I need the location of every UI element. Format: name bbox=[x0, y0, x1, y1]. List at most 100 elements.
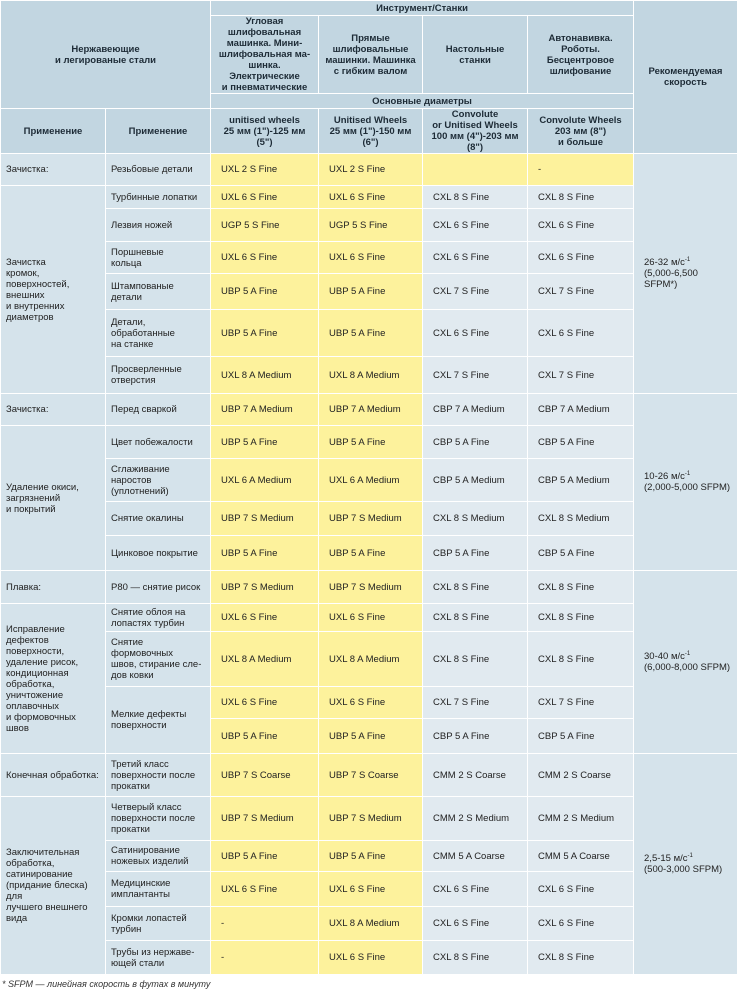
tool-cell: UBP 7 S Medium bbox=[318, 570, 424, 604]
tool-cell: UBP 7 S Medium bbox=[210, 796, 320, 841]
table-row: Кромки лопастей турбин - UXL 8 A Medium CXL… bbox=[1, 906, 737, 941]
table-row: Исправление дефектов поверхности, удален… bbox=[0, 603, 737, 754]
detail: Резьбовые детали bbox=[104, 153, 212, 186]
detail: Лезвия ножей bbox=[104, 208, 212, 242]
tool-cell: UXL 2 S Fine bbox=[210, 153, 320, 186]
tool-cell: CXL 8 S Fine bbox=[527, 940, 635, 975]
table-row: Снятие окалины UBP 7 S Medium UBP 7 S Medi… bbox=[1, 501, 737, 536]
tool-cell: UXL 8 A Medium bbox=[210, 631, 320, 687]
footnote: * SFPM — линейная скорость в футах в мин… bbox=[2, 979, 211, 989]
tool-cell: UXL 6 S Fine bbox=[210, 241, 320, 274]
header-row: Основные диаметры bbox=[1, 93, 737, 109]
tool-cell: CXL 7 S Fine bbox=[422, 273, 529, 310]
application: Конечная обработка: bbox=[0, 753, 106, 797]
tool-cell: - bbox=[527, 153, 635, 186]
tool-cell: CXL 7 S Fine bbox=[527, 356, 635, 394]
tool-cell: UBP 7 S Medium bbox=[318, 796, 424, 841]
tool-cell: CBP 5 A Fine bbox=[527, 718, 635, 754]
tool-cell: UXL 6 S Fine bbox=[318, 940, 424, 975]
tool-cell: CXL 6 S Fine bbox=[527, 241, 635, 274]
tool-cell: CXL 8 S Fine bbox=[422, 603, 529, 632]
tool-cell: UBP 7 S Medium bbox=[210, 501, 320, 536]
tool-cell: UBP 5 A Fine bbox=[318, 840, 424, 872]
table-row: Сатинирование ножевых изделий UBP 5 A Fin… bbox=[1, 840, 737, 872]
detail: Трубы из нержаве- ющей стали bbox=[104, 940, 212, 975]
table-row: Зачистка кромок, поверхностей, внешних и… bbox=[0, 185, 737, 394]
speed-header: Рекомендуемая скорость bbox=[633, 0, 737, 154]
application: Зачистка: bbox=[0, 153, 106, 186]
tool-cell: CBP 5 A Fine bbox=[527, 535, 635, 571]
tool-cell: CXL 8 S Medium bbox=[527, 501, 635, 536]
tool-cell: UXL 8 A Medium bbox=[318, 356, 424, 394]
detail: Третий класс поверхности после прокатки bbox=[104, 753, 212, 797]
detail: Снятие формовочных швов, стирание сле- д… bbox=[104, 631, 212, 687]
tool-cell: CXL 8 S Fine bbox=[527, 603, 635, 632]
detail: Детали, обработанные на станке bbox=[104, 309, 212, 357]
tool-cell: UXL 8 A Medium bbox=[318, 631, 424, 687]
tool-cell: CXL 7 S Fine bbox=[527, 273, 635, 310]
tool-cell: CXL 6 S Fine bbox=[422, 309, 529, 357]
tool-cell: CBP 5 A Fine bbox=[422, 425, 529, 459]
detail: Турбинные лопатки bbox=[104, 185, 212, 209]
detail: Просверленные отверстия bbox=[104, 356, 212, 394]
tool-cell: CXL 8 S Fine bbox=[527, 631, 635, 687]
tool-cell: UBP 7 S Medium bbox=[210, 570, 320, 604]
tool-cell: UXL 8 A Medium bbox=[318, 906, 424, 941]
tool-cell: CBP 7 A Medium bbox=[527, 393, 635, 426]
tools-title: Инструмент/Станки bbox=[210, 0, 635, 16]
tool-cell: UXL 6 S Fine bbox=[318, 185, 424, 209]
table-row: Плавка: P80 — снятие рисок UBP 7 S Medium U… bbox=[0, 570, 737, 754]
tool-header: Угловая шлифовальная машинка. Мини- шлиф… bbox=[210, 15, 320, 94]
tool-cell: CXL 8 S Fine bbox=[422, 570, 529, 604]
tool-cell: CXL 7 S Fine bbox=[422, 356, 529, 394]
tool-cell: UBP 5 A Fine bbox=[210, 273, 320, 310]
tool-cell: UBP 5 A Fine bbox=[318, 309, 424, 357]
speed-value: 10-26 м/с bbox=[644, 471, 685, 482]
tool-header: Автонавивка. Роботы. Бесцентровое шлифов… bbox=[527, 15, 635, 94]
speed-sfpm: (6,000-8,000 SFPM) bbox=[644, 662, 731, 673]
tool-cell: CXL 6 S Fine bbox=[527, 871, 635, 907]
tool-header: Настольные станки bbox=[422, 15, 529, 94]
tool-cell: CMM 5 A Coarse bbox=[527, 840, 635, 872]
tool-cell: UBP 5 A Fine bbox=[210, 535, 320, 571]
tool-cell: - bbox=[210, 940, 320, 975]
detail: Штампованые детали bbox=[104, 273, 212, 310]
speed-sfpm: (500-3,000 SFPM) bbox=[644, 864, 723, 875]
tool-cell: CMM 2 S Coarse bbox=[527, 753, 635, 797]
tool-cell: UXL 8 A Medium bbox=[210, 356, 320, 394]
tool-cell: CXL 6 S Fine bbox=[527, 208, 635, 242]
detail: Сглаживание наростов (уплотнений) bbox=[104, 458, 212, 502]
application: Заключительная обработка, сатинирование … bbox=[0, 796, 106, 975]
table-row: Лезвия ножей UGP 5 S Fine UGP 5 S Fine CXL … bbox=[1, 208, 737, 242]
application-header: Применение bbox=[104, 108, 212, 154]
header-row: Угловая шлифовальная машинка. Мини- шлиф… bbox=[1, 15, 737, 94]
table-row: Сглаживание наростов (уплотнений) UXL 6 A… bbox=[1, 458, 737, 502]
speed-value: 30-40 м/с bbox=[644, 651, 685, 662]
tool-cell: CXL 7 S Fine bbox=[422, 686, 529, 719]
speed-sfpm: (2,000-5,000 SFPM) bbox=[644, 482, 731, 493]
tool-cell: UXL 6 S Fine bbox=[318, 603, 424, 632]
tool-cell: CBP 7 A Medium bbox=[422, 393, 529, 426]
tool-cell: UXL 6 S Fine bbox=[318, 871, 424, 907]
table-row: Заключительная обработка, сатинирование … bbox=[0, 796, 737, 975]
speed-sfpm: (5,000-6,500 SFPM*) bbox=[644, 268, 698, 290]
detail: Перед сваркой bbox=[104, 393, 212, 426]
tool-cell: UXL 6 S Fine bbox=[318, 241, 424, 274]
tool-cell: UBP 5 A Fine bbox=[318, 535, 424, 571]
tool-cell: CXL 8 S Fine bbox=[422, 940, 529, 975]
table-row: Поршневые кольца UXL 6 S Fine UXL 6 S Fine… bbox=[1, 241, 737, 274]
tool-cell: UGP 5 S Fine bbox=[318, 208, 424, 242]
header-row: Нержавеющие и легированые стали Инструме… bbox=[0, 0, 737, 154]
speed-unit-exp: -1 bbox=[684, 256, 691, 263]
detail: P80 — снятие рисок bbox=[104, 570, 212, 604]
detail: Медицинские имплантанты bbox=[104, 871, 212, 907]
tool-cell: UXL 6 S Fine bbox=[210, 185, 320, 209]
tool-cell: UBP 5 A Fine bbox=[318, 273, 424, 310]
application: Зачистка: bbox=[0, 393, 106, 426]
speed: 2,5-15 м/с-1 (500-3,000 SFPM) bbox=[633, 753, 737, 975]
tool-cell: CXL 6 S Fine bbox=[527, 309, 635, 357]
table-row: Зачистка: Резьбовые детали UXL 2 S Fine UXL… bbox=[0, 153, 737, 394]
material-header: Нержавеющие и легированые стали bbox=[0, 0, 212, 109]
tool-header: Прямые шлифовальные машинки. Машинка с г… bbox=[318, 15, 424, 94]
